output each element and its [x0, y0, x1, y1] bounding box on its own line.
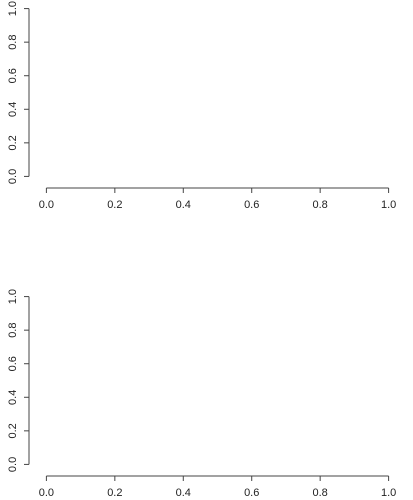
x-tick-label: 0.2 [107, 487, 122, 499]
x-tick-label: 1.0 [381, 487, 396, 499]
y-tick-label: 0.8 [7, 35, 19, 50]
x-tick-label: 0.0 [39, 199, 54, 211]
y-tick-label: 0.2 [7, 423, 19, 438]
y-tick-label: 0.0 [7, 457, 19, 472]
x-tick-label: 0.4 [176, 199, 191, 211]
x-tick-label: 0.8 [313, 199, 328, 211]
x-tick-label: 0.6 [244, 487, 259, 499]
y-tick-label: 0.8 [7, 323, 19, 338]
y-tick-label: 1.0 [7, 289, 19, 304]
y-tick-label: 0.4 [7, 390, 19, 405]
x-tick-label: 0.8 [313, 487, 328, 499]
y-tick-label: 0.6 [7, 68, 19, 83]
y-tick-label: 0.4 [7, 102, 19, 117]
y-tick-label: 0.6 [7, 356, 19, 371]
x-tick-label: 0.6 [244, 199, 259, 211]
x-tick-label: 0.4 [176, 487, 191, 499]
y-tick-label: 1.0 [7, 1, 19, 16]
x-tick-label: 0.2 [107, 199, 122, 211]
x-tick-label: 0.0 [39, 487, 54, 499]
y-tick-label: 0.2 [7, 135, 19, 150]
y-tick-label: 0.0 [7, 169, 19, 184]
x-tick-label: 1.0 [381, 199, 396, 211]
